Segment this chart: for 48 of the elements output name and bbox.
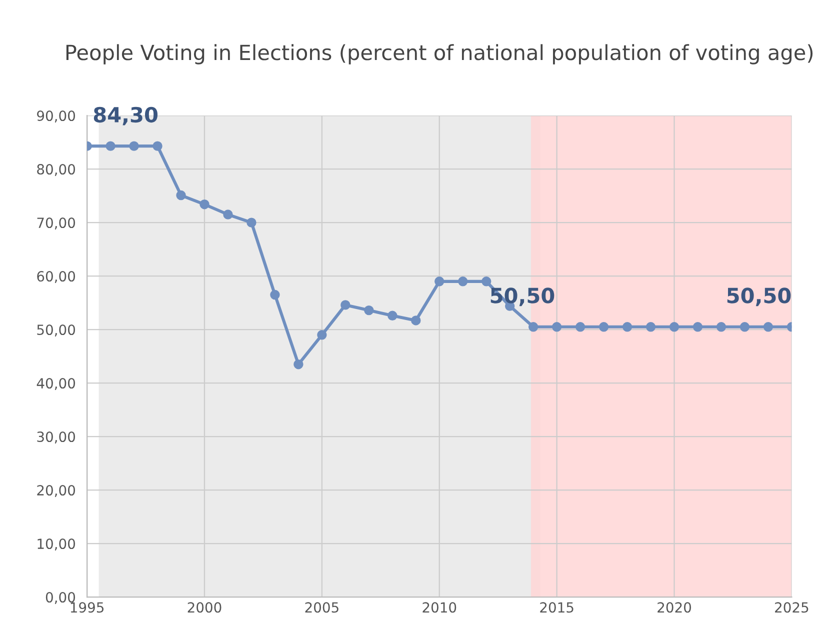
point (458, 276, 468, 286)
point (411, 316, 421, 326)
data-label: 84,30 (94, 106, 158, 126)
point (481, 276, 492, 286)
x-tick-label: 2000 (188, 602, 222, 613)
x-tick-label: 2025 (775, 602, 808, 613)
point (669, 322, 680, 332)
point (246, 218, 256, 228)
point (129, 141, 139, 151)
point (646, 322, 656, 332)
point (598, 322, 609, 332)
point (434, 276, 444, 286)
chart-title: People Voting in Elections (percent of national population of voting age) (66, 44, 813, 64)
point (294, 359, 304, 370)
y-tick-label: 20,00 (37, 485, 76, 497)
point (340, 300, 350, 310)
point (740, 322, 750, 332)
point (270, 290, 280, 300)
y-tick-label: 50,00 (37, 324, 76, 336)
x-tick-label: 2010 (422, 602, 456, 613)
point (200, 200, 210, 210)
y-tick-label: 70,00 (37, 218, 76, 230)
y-tick-label: 90,00 (37, 110, 76, 122)
y-tick-label: 80,00 (37, 164, 76, 176)
point (692, 322, 703, 332)
point (528, 322, 538, 332)
y-tick-label: 40,00 (36, 378, 76, 390)
point (176, 190, 186, 200)
point (106, 141, 116, 151)
point (552, 322, 562, 332)
point (716, 322, 726, 332)
point (223, 210, 233, 220)
x-tick-label: 2005 (305, 602, 338, 613)
point (763, 322, 774, 332)
x-tick-label: 2020 (658, 602, 692, 613)
x-tick-label: 1995 (70, 602, 104, 613)
y-tick-label: 60,00 (37, 271, 76, 283)
y-tick-label: 0,00 (46, 592, 76, 604)
y-tick-label: 10,00 (38, 538, 76, 550)
point (622, 322, 632, 332)
point (575, 322, 586, 332)
data-label: 50,50 (727, 288, 791, 306)
point (388, 310, 398, 321)
point (364, 305, 374, 316)
point (317, 330, 327, 340)
y-tick-label: 30,00 (37, 432, 76, 444)
x-tick-label: 2015 (540, 602, 574, 613)
point (152, 141, 162, 151)
